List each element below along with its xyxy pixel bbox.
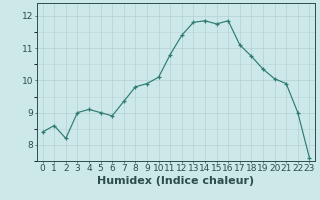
X-axis label: Humidex (Indice chaleur): Humidex (Indice chaleur) — [97, 176, 255, 186]
